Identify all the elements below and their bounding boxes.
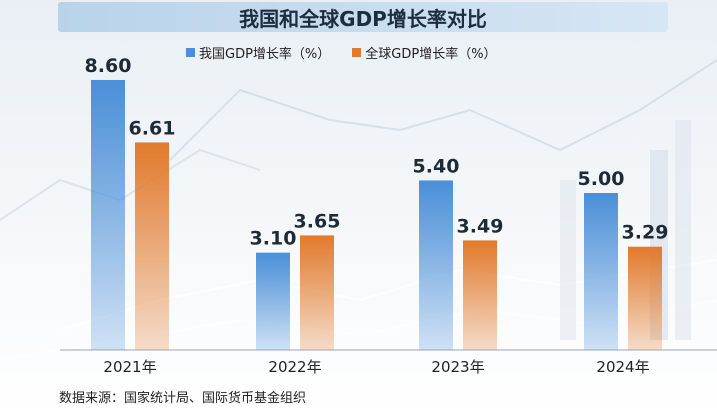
chart-title: 我国和全球GDP增长率对比 xyxy=(239,6,487,31)
legend: 我国GDP增长率（%） 全球GDP增长率（%） xyxy=(186,43,497,62)
category-label-3: 2024年 xyxy=(596,358,649,376)
value-label-china-0: 8.60 xyxy=(85,55,132,77)
category-label-2: 2023年 xyxy=(431,358,484,376)
bar-china-3 xyxy=(584,193,618,350)
legend-swatch-china xyxy=(186,48,195,57)
legend-label-world: 全球GDP增长率（%） xyxy=(365,47,497,62)
legend-label-china: 我国GDP增长率（%） xyxy=(199,47,331,62)
legend-item-world: 全球GDP增长率（%） xyxy=(352,43,497,62)
bar-world-2 xyxy=(463,240,497,350)
category-label-1: 2022年 xyxy=(268,358,321,376)
bar-china-1 xyxy=(256,252,290,350)
title-banner: 我国和全球GDP增长率对比 xyxy=(58,2,668,32)
value-label-world-0: 6.61 xyxy=(129,117,176,139)
value-label-world-3: 3.29 xyxy=(622,222,669,244)
bar-world-1 xyxy=(300,235,334,350)
legend-swatch-world xyxy=(352,48,362,57)
bar-china-0 xyxy=(91,79,125,351)
category-label-0: 2021年 xyxy=(103,358,156,376)
value-label-china-3: 5.00 xyxy=(578,168,625,190)
bar-world-0 xyxy=(135,142,169,350)
bar-china-2 xyxy=(419,180,453,350)
value-label-world-2: 3.49 xyxy=(457,215,504,237)
value-label-china-1: 3.10 xyxy=(250,228,297,250)
value-label-china-2: 5.40 xyxy=(413,155,460,177)
bar-world-3 xyxy=(628,246,662,350)
source-note: 数据来源：国家统计局、国际货币基金组织 xyxy=(59,391,307,406)
legend-item-china: 我国GDP增长率（%） xyxy=(186,43,330,62)
value-label-world-1: 3.65 xyxy=(294,210,341,232)
